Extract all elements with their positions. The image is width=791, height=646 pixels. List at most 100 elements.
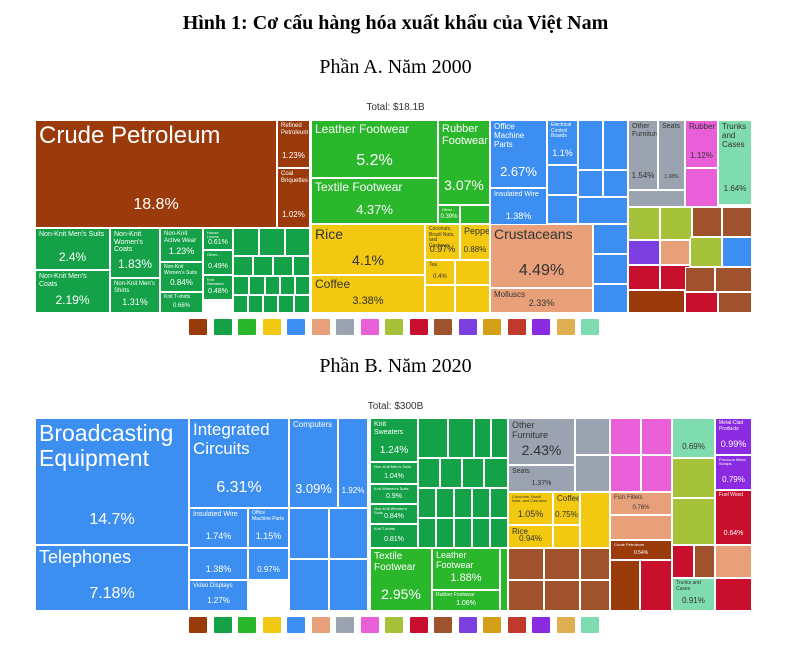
treemap-cell-minor	[293, 256, 310, 276]
cell-value: 0.9%	[386, 492, 402, 500]
cell-value: 1.08%	[664, 174, 679, 181]
category-icon	[457, 318, 478, 336]
category-icon	[433, 318, 453, 336]
treemap-cell: Knit Women's Suits 0.9%	[370, 484, 418, 504]
treemap-cell-minor	[455, 285, 490, 313]
treemap-cell-minor	[295, 276, 310, 295]
cell-label: Office Machine Parts	[252, 510, 284, 522]
treemap-cell-minor	[278, 295, 294, 313]
treemap-cell: Video Displays 1.27%	[189, 580, 248, 611]
treemap-cell: Non-Knit Women's Suits 0.84%	[160, 262, 203, 292]
cell-value: 2.67%	[500, 163, 537, 179]
treemap-cell-minor	[285, 228, 310, 256]
cell-label: Seats	[662, 123, 680, 130]
cell-value: 1.24%	[379, 444, 409, 456]
category-icon	[212, 318, 233, 336]
treemap-cell: Rubber Footwear 3.07%	[438, 120, 490, 205]
cell-value: 1.23%	[168, 246, 195, 257]
cell-label: Molluscs	[494, 290, 526, 299]
treemap-cell-minor	[491, 418, 508, 458]
treemap-cell: Fish Fillets 0.76%	[610, 492, 672, 515]
cell-value: 1.88%	[450, 571, 482, 584]
category-icon	[261, 616, 282, 634]
cell-value: 0.66%	[172, 302, 190, 309]
treemap-cell-minor	[603, 120, 628, 170]
cell-value: 4.49%	[518, 261, 565, 279]
cell-value: 18.8%	[133, 196, 179, 214]
treemap-cell: Other Furniture 1.54%	[628, 120, 658, 190]
category-icon	[237, 318, 257, 336]
treemap-cell-minor	[593, 254, 628, 284]
cell-value: 1.83%	[117, 256, 153, 271]
cell-value: 0.91%	[682, 596, 705, 606]
treemap-cell: Precious Metal Scraps 0.79%	[715, 455, 752, 490]
cell-value: 1.37%	[531, 480, 552, 488]
cell-label: Non-Knit Men's Coats	[39, 273, 87, 288]
panel-title: Phần A. Năm 2000	[319, 56, 472, 78]
cell-label: Precious Metal Scraps	[719, 457, 746, 467]
treemap-cell-minor	[289, 508, 329, 559]
cell-label: Seats	[512, 468, 530, 475]
cell-value: 0.4%	[433, 274, 447, 281]
cell-value: 1.38%	[205, 564, 232, 575]
treemap-cell: Non-Knit Men's Suits 1.04%	[370, 462, 418, 484]
treemap-cell-minor	[294, 295, 310, 313]
treemap-cell-minor	[273, 256, 293, 276]
treemap-cell-minor	[722, 237, 752, 267]
cell-label: Coconuts, Brazil Nuts, and Cashews	[429, 226, 455, 249]
cell-value: 1.04%	[384, 472, 404, 480]
cell-label: Knit Sweaters	[374, 421, 404, 436]
cell-value: 0.81%	[384, 536, 404, 544]
treemap-cell-minor	[578, 170, 603, 197]
treemap-cell: Integrated Circuits 6.31%	[189, 418, 289, 508]
treemap-cell: Non-Knit Men's Shirts 1.31%	[110, 278, 160, 313]
cell-value: 3.38%	[352, 295, 384, 308]
treemap-cell-minor	[575, 455, 610, 492]
treemap-cell-minor	[454, 488, 472, 518]
cell-label: Insulated Wire	[494, 191, 539, 198]
cell-value: 1.06%	[456, 599, 476, 607]
treemap-cell: Knit T-shirts 0.81%	[370, 524, 418, 548]
treemap-cell-minor	[628, 207, 660, 240]
cell-label: Leather Footwear	[436, 550, 474, 570]
cell-label: Tea	[429, 262, 438, 268]
treemap-cell-minor	[233, 256, 253, 276]
treemap-cell-minor	[580, 548, 610, 580]
figure-title: Hình 1: Cơ cấu hàng hóa xuất khẩu của Vi…	[182, 12, 609, 34]
cell-value: 5.2%	[356, 152, 393, 170]
cell-label: Integrated Circuits	[193, 420, 270, 458]
cell-value: 4.1%	[352, 251, 384, 268]
category-icon	[310, 616, 331, 634]
treemap-cell-minor	[628, 265, 660, 290]
treemap-cell: Non-Knit Men's Suits 2.4%	[35, 228, 110, 270]
treemap-cell-minor	[690, 237, 722, 267]
cell-value: 1.05%	[517, 509, 544, 520]
treemap-cell: Tea 0.4%	[425, 260, 455, 285]
category-icon	[555, 616, 576, 634]
cell-label: Rubber Footwear	[442, 123, 488, 148]
cell-label: Crude Petroleum	[39, 122, 221, 149]
category-icon	[506, 616, 527, 634]
cell-label: Coffee	[557, 494, 580, 503]
treemap-cell-minor	[547, 165, 578, 195]
cell-value: 0.84%	[170, 277, 193, 287]
cell-value: 0.75%	[555, 510, 578, 520]
category-icon	[261, 318, 282, 336]
cell-label: Office Machine Parts	[494, 122, 525, 149]
cell-label: Non-Knit Women's Suits	[374, 506, 408, 516]
treemap-cell-minor	[265, 276, 280, 295]
treemap-cell: Other... 0.39%	[438, 205, 460, 224]
treemap-cell-minor	[553, 525, 580, 548]
treemap-cell: Other... 0.49%	[203, 250, 233, 275]
treemap-cell-minor	[580, 492, 610, 548]
treemap-cell-minor	[722, 207, 752, 237]
treemap-cell-minor	[715, 545, 752, 578]
cell-label: Other Furniture	[512, 420, 549, 440]
category-icon	[506, 318, 527, 336]
category-icon	[286, 318, 306, 336]
treemap-cell-minor	[508, 580, 544, 611]
treemap-cell: Crude Petroleum 0.54%	[610, 540, 672, 560]
cell-label: Computers	[293, 420, 333, 429]
treemap-cell: Broadcasting Equipment 14.7%	[35, 418, 189, 545]
treemap-cell: Crude Petroleum 18.8%	[35, 120, 277, 228]
